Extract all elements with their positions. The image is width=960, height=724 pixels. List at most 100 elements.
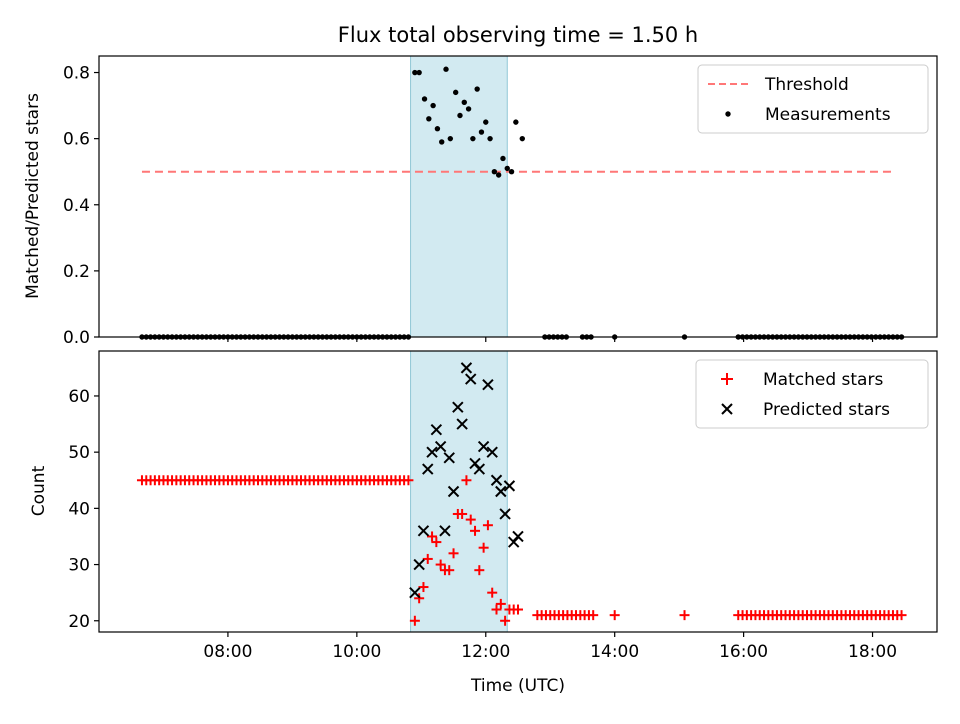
measurement-point bbox=[412, 69, 418, 76]
y-tick-label: 0.6 bbox=[63, 130, 90, 150]
matched-star-point bbox=[444, 565, 455, 576]
bottom-y-axis-label: Count bbox=[29, 465, 49, 516]
matched-star-point bbox=[465, 514, 476, 525]
predicted-stars-points bbox=[409, 362, 524, 599]
legend-matched-label: Matched stars bbox=[763, 370, 883, 390]
matched-star-point bbox=[461, 475, 472, 486]
matched-star-point bbox=[474, 565, 485, 576]
x-stroke-2 bbox=[434, 440, 447, 453]
bottom-plot-frame bbox=[98, 350, 938, 633]
y-tick-label: 0.8 bbox=[63, 64, 90, 84]
x-stroke-2 bbox=[477, 440, 490, 453]
x-stroke-2 bbox=[413, 558, 425, 571]
legend-measurements-label: Measurements bbox=[765, 105, 891, 125]
measurement-point bbox=[416, 69, 422, 76]
x-stroke-2 bbox=[430, 423, 443, 436]
predicted-star-point bbox=[443, 452, 455, 464]
legend-measurements-swatch bbox=[725, 111, 731, 117]
matched-star-point bbox=[491, 604, 502, 615]
x-stroke-2 bbox=[447, 485, 460, 498]
y-tick-label: 0.0 bbox=[63, 328, 90, 348]
measurement-point bbox=[508, 169, 515, 175]
top-plot-frame bbox=[98, 55, 938, 338]
top-legend-box bbox=[697, 64, 929, 134]
x-tick-label: 16:00 bbox=[719, 642, 768, 662]
matched-star-point bbox=[457, 508, 468, 519]
x-stroke-2 bbox=[499, 508, 511, 520]
predicted-star-point bbox=[439, 525, 451, 537]
matched-star-point bbox=[478, 542, 489, 553]
predicted-star-point bbox=[422, 463, 434, 475]
y-tick-label: 60 bbox=[68, 387, 90, 407]
x-stroke-2 bbox=[460, 362, 473, 374]
predicted-star-point bbox=[465, 373, 477, 385]
measurement-point bbox=[457, 112, 463, 119]
matched-star-point bbox=[431, 537, 442, 548]
x-stroke-2 bbox=[422, 463, 434, 475]
shaded-window bbox=[410, 350, 508, 633]
measurement-point bbox=[487, 135, 493, 142]
predicted-star-point bbox=[482, 379, 494, 391]
predicted-star-point bbox=[434, 440, 447, 453]
predicted-star-point bbox=[499, 508, 511, 520]
measurement-point bbox=[474, 86, 480, 92]
predicted-star-point bbox=[490, 474, 503, 486]
bottom-legend: Matched stars Predicted stars bbox=[695, 359, 929, 429]
y-tick-label: 0.4 bbox=[63, 196, 90, 216]
measurement-point bbox=[470, 135, 476, 142]
x-stroke-2 bbox=[495, 485, 507, 498]
x-tick-label: 08:00 bbox=[203, 642, 252, 662]
x-axis-label: Time (UTC) bbox=[470, 676, 565, 696]
x-stroke-2 bbox=[452, 401, 464, 413]
predicted-star-point bbox=[503, 480, 516, 492]
x-stroke-2 bbox=[473, 463, 486, 475]
matched-star-point bbox=[487, 587, 498, 598]
predicted-star-point bbox=[486, 446, 498, 458]
matched-star-point bbox=[470, 525, 481, 536]
legend-matched-swatch bbox=[721, 373, 733, 385]
x-stroke-2 bbox=[512, 530, 524, 543]
matched-star-point bbox=[896, 610, 907, 621]
measurement-point bbox=[491, 169, 498, 175]
top-legend: Threshold Measurements bbox=[697, 64, 929, 134]
top-y-axis: 0.0 0.2 0.4 0.6 0.8 bbox=[63, 64, 99, 348]
predicted-star-point bbox=[409, 586, 421, 599]
x-stroke-2 bbox=[456, 418, 468, 430]
predicted-star-point bbox=[477, 440, 490, 453]
matched-star-point bbox=[409, 615, 420, 626]
top-y-axis-label: Matched/Predicted stars bbox=[23, 93, 43, 299]
chart-title: Flux total observing time = 1.50 h bbox=[338, 23, 698, 47]
matched-star-point bbox=[588, 610, 599, 621]
matched-star-point bbox=[448, 548, 459, 559]
matched-star-point bbox=[422, 553, 433, 564]
predicted-star-point bbox=[426, 446, 438, 458]
predicted-star-point bbox=[430, 423, 443, 436]
predicted-star-point bbox=[447, 485, 460, 498]
y-tick-label: 0.2 bbox=[63, 262, 90, 282]
x-stroke-2 bbox=[426, 446, 438, 458]
top-x-ticks bbox=[227, 337, 874, 342]
measurement-point bbox=[452, 89, 459, 96]
x-stroke-2 bbox=[482, 379, 494, 391]
x-tick-label: 12:00 bbox=[461, 642, 510, 662]
matched-star-point bbox=[403, 475, 414, 486]
predicted-star-point bbox=[413, 558, 425, 571]
matched-star-point bbox=[482, 520, 493, 531]
predicted-star-point bbox=[417, 525, 430, 537]
measurement-point bbox=[447, 135, 454, 142]
bottom-legend-box bbox=[695, 359, 929, 429]
matched-star-point bbox=[679, 610, 690, 621]
y-tick-label: 20 bbox=[68, 612, 90, 632]
predicted-star-point bbox=[452, 401, 464, 413]
y-tick-label: 50 bbox=[68, 443, 90, 463]
legend-predicted-label: Predicted stars bbox=[763, 400, 890, 420]
x-stroke-2 bbox=[417, 525, 430, 537]
measurement-point bbox=[504, 165, 510, 172]
measurement-point bbox=[461, 99, 467, 105]
matched-star-point bbox=[513, 604, 523, 615]
measurement-point bbox=[513, 119, 519, 125]
measurement-point bbox=[495, 172, 502, 178]
x-tick-label: 10:00 bbox=[332, 642, 381, 662]
